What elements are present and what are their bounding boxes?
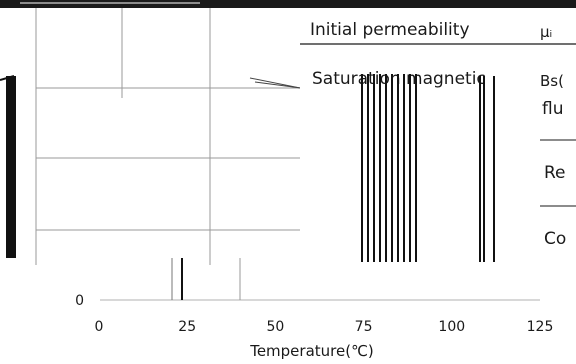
x-tick-label: 75 — [355, 319, 373, 335]
x-tick-label: 125 — [527, 319, 554, 335]
curve-fragment-left-tip — [0, 75, 15, 81]
table-symbol-3: Re — [544, 163, 566, 183]
table-property-0: Initial permeability — [310, 20, 470, 40]
x-tick-label: 100 — [438, 319, 465, 335]
table-symbol-1: Bs( — [540, 72, 564, 90]
overlay-table-bg — [300, 12, 576, 252]
table-symbol-0: μᵢ — [540, 23, 552, 41]
table-symbol-4: Co — [544, 229, 566, 249]
table-symbol-2: flu — [542, 99, 563, 119]
x-tick-label: 0 — [95, 319, 104, 335]
curve-fragment-left — [6, 76, 16, 258]
overlay-table: Initial permeability μᵢ Saturation magne… — [300, 12, 576, 252]
y-tick-label-0: 0 — [75, 293, 84, 309]
lower-plot — [100, 258, 540, 301]
x-tick-label: 25 — [178, 319, 196, 335]
x-axis-label: Temperature(℃) — [249, 342, 374, 360]
top-border — [0, 0, 576, 8]
x-tick-labels: 0 25 50 75 100 125 — [95, 319, 554, 335]
curve-fragments-top — [361, 74, 495, 262]
x-tick-label: 50 — [266, 319, 284, 335]
